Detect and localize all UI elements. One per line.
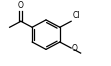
Text: O: O bbox=[72, 44, 77, 53]
Text: O: O bbox=[18, 1, 24, 10]
Text: Cl: Cl bbox=[73, 11, 81, 20]
